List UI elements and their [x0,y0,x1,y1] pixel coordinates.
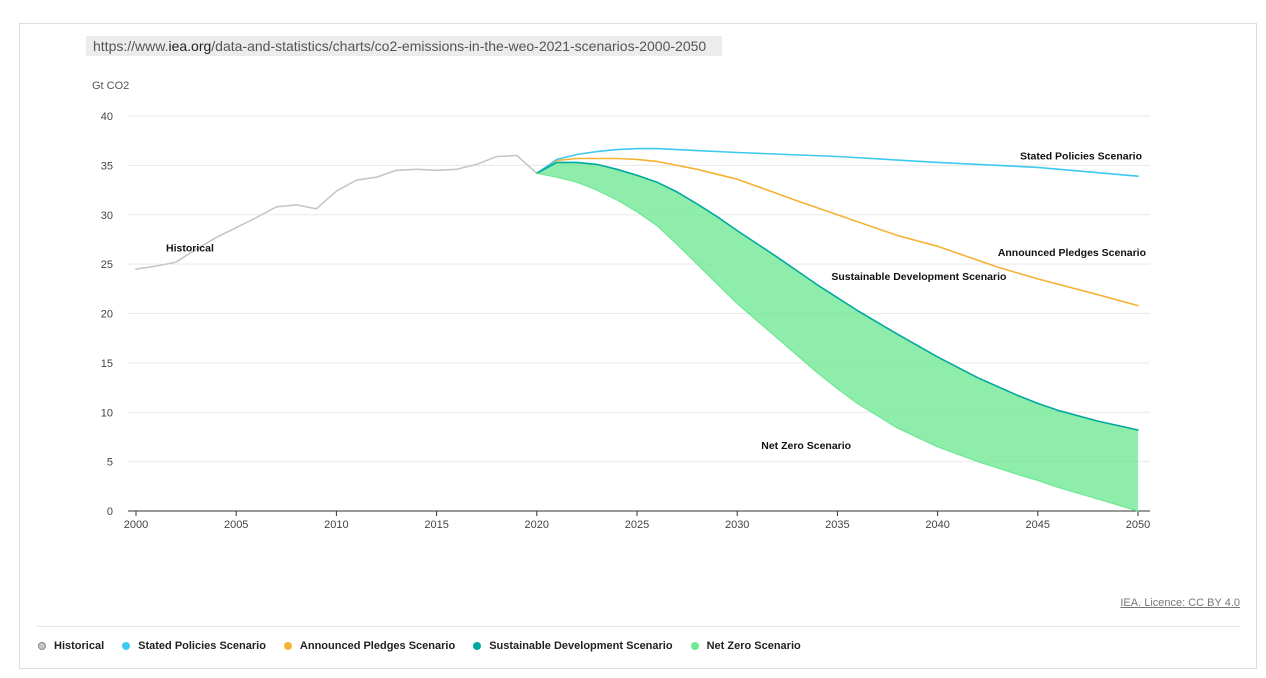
y-tick-labels: 0 5 10 15 20 25 30 35 40 [101,111,113,518]
y-tick-label: 30 [101,210,113,222]
x-tick-label: 2015 [424,519,448,531]
y-tick-label: 0 [107,506,113,518]
source-url: https://www.iea.org/data-and-statistics/… [86,36,722,56]
announced-pledges-scenario-line [535,157,1139,307]
legend-item-historical[interactable]: Historical [38,640,104,652]
legend-label: Net Zero Scenario [706,640,801,652]
licence-link[interactable]: IEA. Licence: CC BY 4.0 [1120,597,1240,609]
legend-label: Sustainable Development Scenario [489,640,673,652]
legend-item-sustainable-development[interactable]: Sustainable Development Scenario [473,640,673,652]
x-tick-label: 2000 [124,519,148,531]
y-tick-label: 20 [101,309,113,321]
series-annotations: Historical Stated Policies Scenario Announ… [166,150,1146,451]
series-annotation: Announced Pledges Scenario [998,247,1146,259]
x-tick-label: 2010 [324,519,348,531]
y-tick-label: 25 [101,259,113,271]
x-tick-labels: 2000 2005 2010 2015 2020 2025 2030 2035 2040 2045… [124,511,1150,531]
x-tick-label: 2035 [825,519,849,531]
legend-item-stated-policies[interactable]: Stated Policies Scenario [122,640,266,652]
x-tick-label: 2050 [1126,519,1150,531]
scenario-band [536,162,1138,511]
historical-line [135,154,538,270]
y-tick-label: 10 [101,407,113,419]
legend-dot-icon [283,642,292,650]
y-tick-label: 15 [101,358,113,370]
x-tick-label: 2025 [625,519,649,531]
y-tick-label: 35 [101,160,113,172]
series-annotation: Stated Policies Scenario [1020,150,1142,162]
net-zero-area [536,162,1138,511]
legend-label: Stated Policies Scenario [138,640,266,652]
y-tick-label: 40 [101,111,113,123]
x-tick-label: 2040 [925,519,949,531]
url-domain: iea.org [168,38,212,54]
legend-label: Announced Pledges Scenario [299,640,456,652]
series-annotation: Historical [166,242,214,254]
series-lines [135,147,1139,512]
legend-divider [37,626,1240,627]
url-path: /data-and-statistics/charts/co2-emission… [211,38,707,54]
legend-dot-icon [473,642,482,650]
chart-frame [19,23,1257,669]
sustainable-development-scenario-line [535,161,1139,431]
legend-label: Historical [54,640,105,652]
x-tick-label: 2030 [725,519,749,531]
series-annotation: Net Zero Scenario [761,440,851,452]
y-tick-label: 5 [107,457,113,469]
legend-dot-icon [122,642,131,650]
x-tick-label: 2045 [1026,519,1050,531]
legend-item-net-zero[interactable]: Net Zero Scenario [690,640,801,652]
legend-dot-icon [38,642,46,650]
url-prefix: https://www. [93,38,169,54]
legend: Historical Stated Policies Scenario Anno… [38,640,801,652]
x-tick-label: 2020 [525,519,549,531]
series-annotation: Sustainable Development Scenario [831,271,1006,283]
stated-policies-scenario-line [535,147,1139,177]
net-zero-scenario-line [536,172,1139,512]
y-axis-label: Gt CO2 [92,80,129,92]
legend-dot-icon [690,642,699,650]
x-tick-label: 2005 [224,519,248,531]
legend-item-announced-pledges[interactable]: Announced Pledges Scenario [283,640,456,652]
